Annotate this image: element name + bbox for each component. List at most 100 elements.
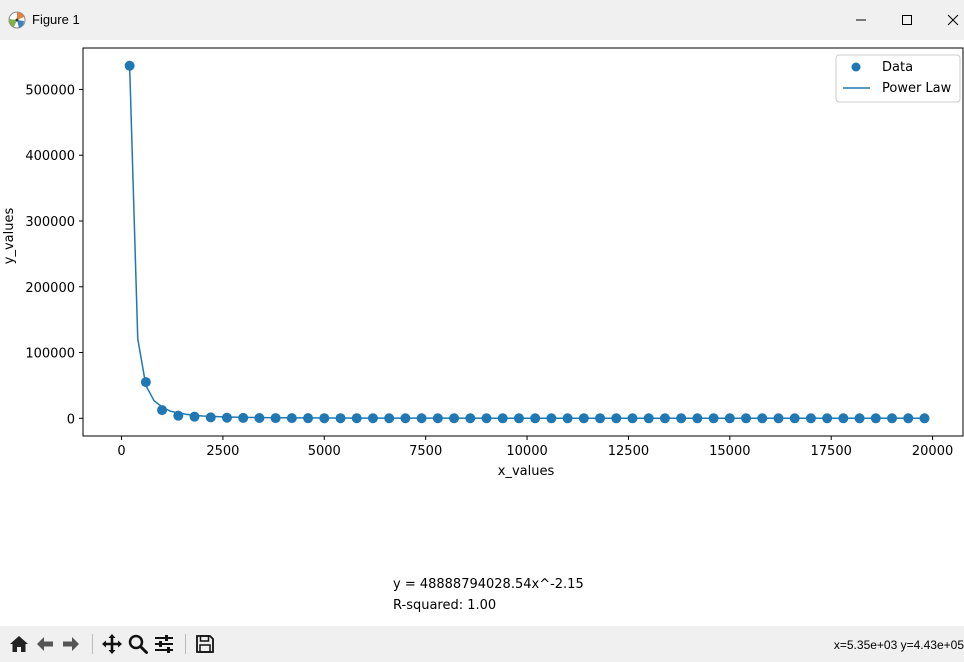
y-tick-label: 0 <box>67 412 75 427</box>
data-point <box>416 413 427 424</box>
y-tick-label: 400000 <box>25 149 75 164</box>
y-axis-label: y_values <box>2 208 17 265</box>
close-button[interactable] <box>930 0 964 40</box>
forward-button[interactable] <box>60 633 82 655</box>
data-point <box>124 60 135 71</box>
back-button[interactable] <box>34 633 56 655</box>
data-point <box>400 413 411 424</box>
x-tick-label: 20000 <box>912 444 953 459</box>
configure-subplots-icon <box>155 635 173 653</box>
y-tick-label: 100000 <box>25 347 75 362</box>
data-point <box>887 413 898 424</box>
data-point <box>854 413 865 424</box>
r-squared-text: R-squared: 1.00 <box>393 598 496 613</box>
x-axis-label: x_values <box>498 464 555 479</box>
maximize-icon <box>902 15 912 25</box>
x-tick-label: 5000 <box>308 444 341 459</box>
data-point <box>465 413 476 424</box>
data-point <box>384 413 395 424</box>
legend-power-law-label: Power Law <box>882 81 952 96</box>
data-point <box>221 412 232 423</box>
data-point <box>741 413 752 424</box>
data-point <box>919 413 930 424</box>
data-point <box>157 405 168 416</box>
data-point <box>481 413 492 424</box>
configure-subplots-button[interactable] <box>153 633 175 655</box>
data-point <box>724 413 735 424</box>
data-point <box>449 413 460 424</box>
pan-icon <box>102 634 122 654</box>
data-point <box>789 413 800 424</box>
back-icon <box>37 637 53 651</box>
data-point <box>270 413 281 424</box>
data-point <box>903 413 914 424</box>
data-point <box>513 413 524 424</box>
data-point <box>530 413 541 424</box>
data-point <box>189 411 200 422</box>
x-tick-label: 7500 <box>409 444 442 459</box>
axes-frame <box>82 47 964 437</box>
data-point <box>238 412 249 423</box>
data-point <box>286 413 297 424</box>
y-tick-label: 300000 <box>25 215 75 230</box>
data-point <box>562 413 573 424</box>
data-point <box>497 413 508 424</box>
matplotlib-logo-icon <box>8 11 26 29</box>
navigation-toolbar: x=5.35e+03 y=4.43e+05 <box>0 626 964 662</box>
x-tick-label: 12500 <box>608 444 649 459</box>
x-tick-label: 0 <box>117 444 125 459</box>
data-point <box>822 413 833 424</box>
data-point <box>611 413 622 424</box>
cursor-coordinates: x=5.35e+03 y=4.43e+05 <box>833 638 964 652</box>
chart: 0 2500 5000 7500 10000 12500 15000 17500 2000001… <box>2 47 964 613</box>
home-button[interactable] <box>8 633 30 655</box>
data-point <box>140 377 151 388</box>
close-icon <box>947 14 959 26</box>
legend-box <box>835 54 961 103</box>
data-point <box>319 413 330 424</box>
data-point <box>838 413 849 424</box>
data-point <box>692 413 703 424</box>
forward-icon <box>63 637 79 651</box>
y-tick-label: 200000 <box>25 281 75 296</box>
minimize-icon <box>856 19 866 21</box>
pan-button[interactable] <box>101 633 123 655</box>
data-point <box>805 413 816 424</box>
data-point <box>757 413 768 424</box>
x-tick-label: 17500 <box>811 444 852 459</box>
toolbar-separator <box>185 634 186 654</box>
zoom-icon <box>128 634 148 654</box>
data-point <box>708 413 719 424</box>
legend-data-marker <box>851 62 861 72</box>
zoom-button[interactable] <box>127 633 149 655</box>
window-title: Figure 1 <box>32 12 80 27</box>
data-point <box>595 413 606 424</box>
data-point <box>870 413 881 424</box>
maximize-button[interactable] <box>884 0 930 40</box>
home-icon <box>10 636 28 652</box>
legend: Data Power Law <box>835 54 961 103</box>
toolbar-separator <box>92 634 93 654</box>
fit-equation-text: y = 48888794028.54x^-2.15 <box>393 577 584 592</box>
data-point <box>578 413 589 424</box>
data-point <box>546 413 557 424</box>
data-point <box>367 413 378 424</box>
save-button[interactable] <box>194 633 216 655</box>
data-point <box>773 413 784 424</box>
data-point <box>254 413 265 424</box>
minimize-button[interactable] <box>838 0 884 40</box>
data-point <box>676 413 687 424</box>
x-tick-label: 2500 <box>206 444 239 459</box>
data-point <box>659 413 670 424</box>
data-point <box>303 413 314 424</box>
data-point <box>432 413 443 424</box>
save-icon <box>196 635 214 653</box>
data-point <box>643 413 654 424</box>
figure-canvas[interactable]: 0 2500 5000 7500 10000 12500 15000 17500 20000 0 1… <box>0 40 964 626</box>
data-point <box>335 413 346 424</box>
data-point <box>351 413 362 424</box>
y-tick-label: 500000 <box>25 83 75 98</box>
power-law-fit-line <box>128 65 925 420</box>
legend-data-label: Data <box>882 60 913 75</box>
x-tick-label: 10000 <box>506 444 547 459</box>
